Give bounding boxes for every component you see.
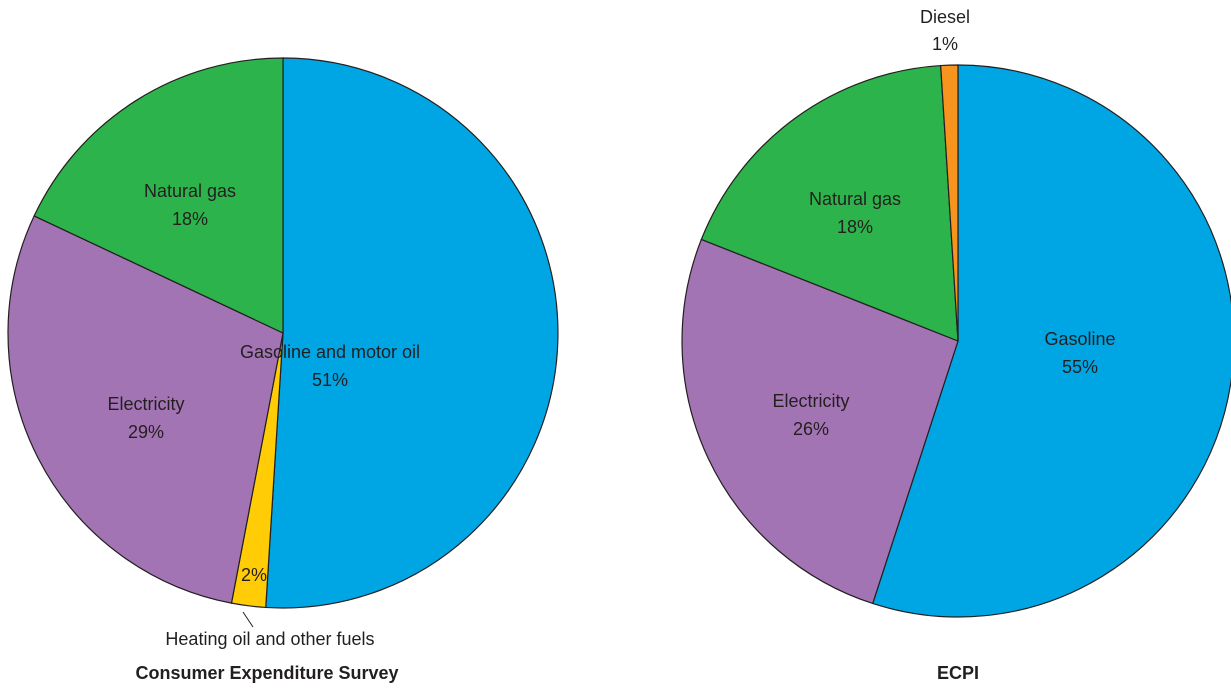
slice-label-electricity-name: Electricity <box>772 391 849 411</box>
slice-label-gasoline-value: 55% <box>1062 357 1098 377</box>
slice-label-gasoline-name: Gasoline <box>1044 329 1115 349</box>
slice-label-gasoline-motor-oil-value: 51% <box>312 370 348 390</box>
slice-label-natural-gas-name: Natural gas <box>809 189 901 209</box>
heating-oil-leader-line <box>242 611 254 628</box>
pie-slice-diesel <box>940 64 959 342</box>
slice-label-heating-oil-name: Heating oil and other fuels <box>165 629 374 649</box>
slice-label-natural-gas-name: Natural gas <box>144 181 236 201</box>
pie-slice-natural-gas <box>700 64 959 342</box>
slice-label-gasoline-motor-oil-name: Gasoline and motor oil <box>240 342 420 362</box>
slice-label-electricity-name: Electricity <box>107 394 184 414</box>
pie-chart-consumer-expenditure: Gasoline and motor oil 51% 2% Heating oi… <box>7 57 559 683</box>
slice-label-natural-gas-value: 18% <box>172 209 208 229</box>
slice-label-electricity-value: 26% <box>793 419 829 439</box>
pie-slice-electricity <box>7 215 284 604</box>
chart-title-consumer-expenditure: Consumer Expenditure Survey <box>135 663 398 683</box>
slice-label-heating-oil-value: 2% <box>241 565 267 585</box>
slice-label-natural-gas-value: 18% <box>837 217 873 237</box>
pie-slice-natural-gas <box>33 57 284 334</box>
pie-slice-electricity <box>681 238 959 605</box>
pie-chart-ecpi: Gasoline 55% Electricity 26% Natural gas… <box>681 7 1231 683</box>
slice-label-diesel-name: Diesel <box>920 7 970 27</box>
slice-label-electricity-value: 29% <box>128 422 164 442</box>
slice-label-diesel-value: 1% <box>932 34 958 54</box>
pie-slice-gasoline-and-motor-oil <box>265 57 559 609</box>
chart-title-ecpi: ECPI <box>937 663 979 683</box>
